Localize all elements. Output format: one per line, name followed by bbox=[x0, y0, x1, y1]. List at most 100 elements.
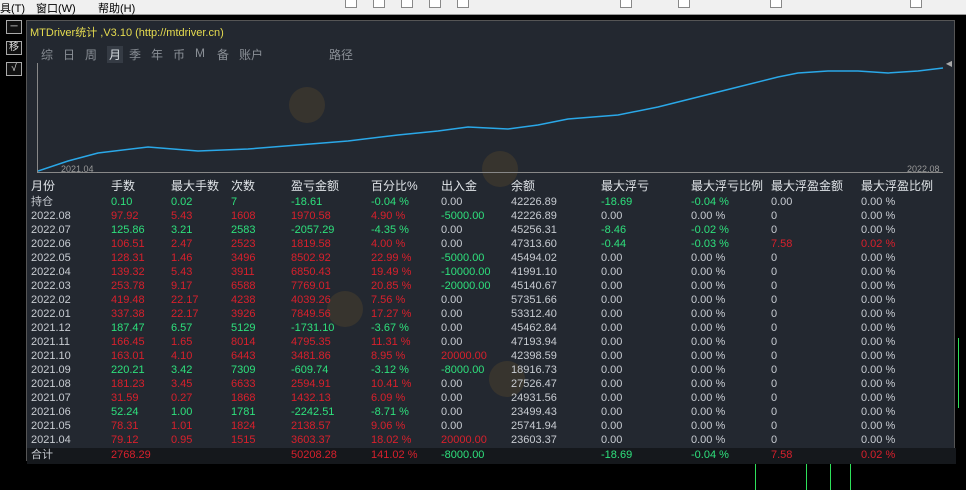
table-cell: 1.01 bbox=[171, 420, 193, 432]
table-row[interactable]: 2021.12 187.47 6.57 5129 -1731.10 -3.67 % 0.00… bbox=[27, 321, 956, 335]
column-header[interactable]: 最大浮盈比例 bbox=[861, 179, 934, 193]
toolbar-icon[interactable] bbox=[770, 0, 782, 8]
tab-4[interactable]: 季 bbox=[129, 48, 142, 62]
tab-5[interactable]: 年 bbox=[151, 48, 164, 62]
tab-6[interactable]: 币 bbox=[173, 48, 186, 62]
menu-window[interactable]: 窗口(W) bbox=[36, 3, 76, 15]
tab-0[interactable]: 综 bbox=[41, 48, 54, 62]
table-cell: 0.00 bbox=[601, 378, 623, 390]
table-cell: 0.00 % bbox=[691, 378, 726, 390]
table-cell: 45140.67 bbox=[511, 280, 557, 292]
table-cell: 2021.10 bbox=[31, 350, 71, 362]
table-cell: 2594.91 bbox=[291, 378, 331, 390]
table-row[interactable]: 2021.11 166.45 1.65 8014 4795.35 11.31 % 0.00 4… bbox=[27, 335, 956, 349]
scroll-arrow-icon[interactable]: ◀ bbox=[945, 59, 952, 68]
tab-8[interactable]: 备 bbox=[217, 48, 230, 62]
table-row[interactable]: 2021.08 181.23 3.45 6633 2594.91 10.41 % 0.00 2… bbox=[27, 377, 956, 391]
column-header[interactable]: 盈亏金额 bbox=[291, 179, 340, 193]
table-cell: 2022.07 bbox=[31, 224, 71, 236]
column-header[interactable]: 百分比% bbox=[371, 179, 418, 193]
table-cell: 2022.02 bbox=[31, 294, 71, 306]
table-cell: 7309 bbox=[231, 364, 256, 376]
table-cell: -10000.00 bbox=[441, 266, 491, 278]
table-cell: 0.00 % bbox=[861, 252, 896, 264]
table-cell: 3926 bbox=[231, 308, 256, 320]
table-cell: -8000.00 bbox=[441, 364, 485, 376]
table-cell: 128.31 bbox=[111, 252, 145, 264]
table-cell: 220.21 bbox=[111, 364, 145, 376]
column-header[interactable]: 手数 bbox=[111, 179, 136, 193]
table-row[interactable]: 2022.06 106.51 2.47 2523 1819.58 4.00 % 0.00 47… bbox=[27, 237, 956, 251]
toolbar-icon[interactable] bbox=[429, 0, 441, 8]
table-row[interactable]: 2021.07 31.59 0.27 1868 1432.13 6.09 % 0.00 249… bbox=[27, 391, 956, 405]
table-row[interactable]: 2022.08 97.92 5.43 1608 1970.58 4.90 % -5000.0… bbox=[27, 209, 956, 223]
table-row[interactable]: 2021.10 163.01 4.10 6443 3481.86 8.95 % 20000.… bbox=[27, 349, 956, 363]
table-cell: 1819.58 bbox=[291, 238, 331, 250]
table-header[interactable]: 月份 手数 最大手数 次数 盈亏金额 百分比% 出入金 余额 最大浮亏 最大浮亏比例 最大浮盈金额 最… bbox=[27, 179, 956, 195]
table-row[interactable]: 2021.05 78.31 1.01 1824 2138.57 9.06 % 0.00 257… bbox=[27, 419, 956, 433]
table-cell: 0 bbox=[771, 364, 778, 376]
table-cell: 0.00 bbox=[441, 238, 463, 250]
column-header[interactable]: 次数 bbox=[231, 179, 256, 193]
column-header[interactable]: 最大浮亏 bbox=[601, 179, 650, 193]
table-cell: 0.00 % bbox=[861, 392, 896, 404]
table-cell: 0.95 bbox=[171, 434, 193, 446]
table-cell: 2021.11 bbox=[31, 336, 70, 348]
table-row[interactable]: 2022.05 128.31 1.46 3496 8502.92 22.99 % -5000… bbox=[27, 251, 956, 265]
table-cell: -0.04 % bbox=[691, 449, 729, 461]
tab-3[interactable]: 月 bbox=[107, 46, 124, 63]
column-header[interactable]: 出入金 bbox=[441, 179, 478, 193]
column-header[interactable]: 月份 bbox=[31, 179, 56, 193]
tab-7[interactable]: M bbox=[195, 46, 205, 60]
table-cell: 1781 bbox=[231, 406, 256, 418]
table-cell: 6.09 % bbox=[371, 392, 406, 404]
table-cell: 42226.89 bbox=[511, 210, 557, 222]
table-cell: 11.31 % bbox=[371, 336, 411, 348]
table-row[interactable]: 2022.01 337.38 22.17 3926 7849.56 17.27 % 0.00… bbox=[27, 307, 956, 321]
column-header[interactable]: 最大手数 bbox=[171, 179, 220, 193]
toolbar-icon[interactable] bbox=[910, 0, 922, 8]
table-cell: 0.00 % bbox=[691, 210, 726, 222]
table-row[interactable]: 2021.06 52.24 1.00 1781 -2242.51 -8.71 % 0.00 2… bbox=[27, 405, 956, 419]
tab-1[interactable]: 日 bbox=[63, 48, 76, 62]
column-header[interactable]: 最大浮亏比例 bbox=[691, 179, 764, 193]
toolbar-icon[interactable] bbox=[345, 0, 357, 8]
menu-tools[interactable]: 具(T) bbox=[0, 3, 26, 15]
table-cell: 0.27 bbox=[171, 392, 193, 404]
tab-2[interactable]: 周 bbox=[85, 48, 98, 62]
table-cell: 52.24 bbox=[111, 406, 139, 418]
move-button[interactable]: 移 bbox=[6, 41, 22, 55]
table-cell: 0 bbox=[771, 224, 778, 236]
toolbar-icon[interactable] bbox=[678, 0, 690, 8]
table-row[interactable]: 2022.07 125.86 3.21 2583 -2057.29 -4.35 % 0.00… bbox=[27, 223, 956, 237]
stats-panel: MTDriver统计 ,V3.10 (http://mtdriver.cn) 综… bbox=[26, 20, 956, 464]
table-row[interactable]: 2022.04 139.32 5.43 3911 6850.43 19.49 % -1000… bbox=[27, 265, 956, 279]
table-cell: 3496 bbox=[231, 252, 256, 264]
toolbar-icon[interactable] bbox=[373, 0, 385, 8]
table-cell: 2021.05 bbox=[31, 420, 71, 432]
table-row[interactable]: 2021.04 79.12 0.95 1515 3603.37 18.02 % 20000.… bbox=[27, 433, 956, 447]
toolbar-icon[interactable] bbox=[620, 0, 632, 8]
table-cell: 337.38 bbox=[111, 308, 145, 320]
table-row[interactable]: 2022.03 253.78 9.17 6588 7769.01 20.85 % -2000… bbox=[27, 279, 956, 293]
table-cell: 8014 bbox=[231, 336, 256, 348]
table-row[interactable]: 2022.02 419.48 22.17 4238 4039.26 7.56 % 0.00 5… bbox=[27, 293, 956, 307]
check-button[interactable]: √ bbox=[6, 62, 22, 76]
toolbar-icon[interactable] bbox=[401, 0, 413, 8]
table-total-row[interactable]: 合计 2768.29 50208.28 141.02 % -8000.00 -18.69 -… bbox=[27, 448, 956, 464]
column-header[interactable]: 最大浮盈金额 bbox=[771, 179, 844, 193]
menu-help[interactable]: 帮助(H) bbox=[98, 3, 136, 15]
table-cell: 22.99 % bbox=[371, 252, 412, 264]
table-cell: -609.74 bbox=[291, 364, 329, 376]
table-row[interactable]: 2021.09 220.21 3.42 7309 -609.74 -3.12 % -8000… bbox=[27, 363, 956, 377]
table-row[interactable]: 持仓 0.10 0.02 7 -18.61 -0.04 % 0.00 42226.89 -18.… bbox=[27, 195, 956, 209]
toolbar-icon[interactable] bbox=[457, 0, 469, 8]
tab-10[interactable]: 路径 bbox=[329, 48, 354, 62]
tab-9[interactable]: 账户 bbox=[239, 48, 264, 62]
column-header[interactable]: 余额 bbox=[511, 179, 536, 193]
minimize-button[interactable]: ─ bbox=[6, 20, 22, 34]
table-cell: 0.00 bbox=[601, 434, 623, 446]
table-cell: 0.00 % bbox=[691, 350, 726, 362]
table-cell: 3481.86 bbox=[291, 350, 331, 362]
table-cell: 0.00 bbox=[601, 350, 623, 362]
